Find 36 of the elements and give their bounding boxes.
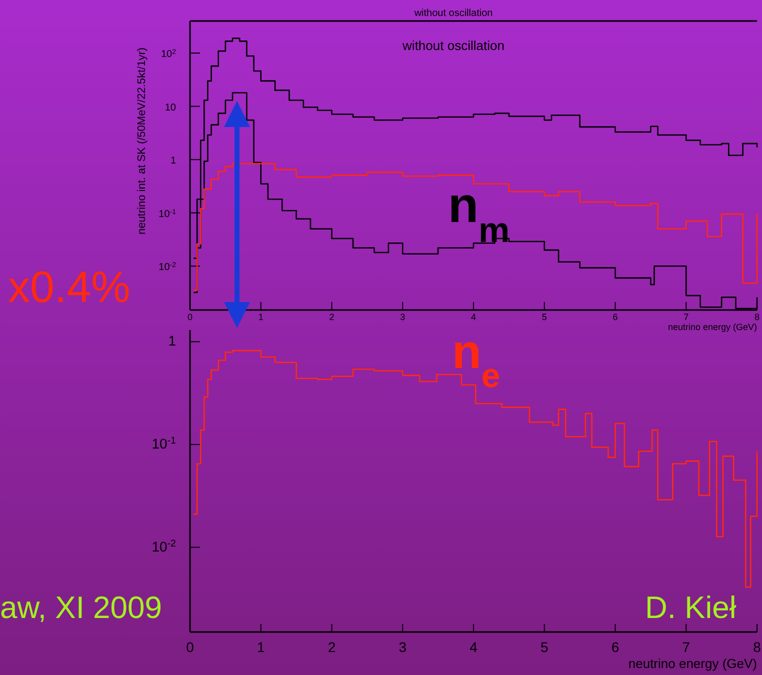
x-tick-label: 7 bbox=[684, 312, 689, 322]
x-tick-label: 7 bbox=[682, 639, 690, 655]
x-tick-label: 4 bbox=[470, 639, 478, 655]
y-tick-label: 10 bbox=[164, 102, 176, 114]
x-tick-label: 1 bbox=[258, 312, 264, 322]
x-tick-label: 3 bbox=[400, 312, 406, 322]
y-tick-label: 10$^{2}$ bbox=[160, 48, 176, 60]
text: aw, XI 2009 bbox=[0, 590, 162, 625]
text: without oscillation bbox=[402, 38, 504, 53]
x-tick-label: 1 bbox=[256, 639, 265, 655]
y-tick-label: 10$^{-2}$ bbox=[158, 262, 176, 274]
x-tick-label: 6 bbox=[611, 639, 620, 655]
x-tick-label: 8 bbox=[753, 639, 762, 655]
x-tick-label: 0 bbox=[187, 312, 193, 322]
annotation: n$_{m}$ bbox=[448, 177, 510, 250]
x-tick-label: 5 bbox=[540, 639, 548, 655]
x-tick-label: 2 bbox=[328, 639, 336, 655]
x-axis-title: neutrino energy (GeV) bbox=[628, 656, 757, 671]
x-tick-label: 3 bbox=[398, 639, 407, 655]
y-tick-label: 10$^{-1}$ bbox=[152, 435, 176, 452]
x-tick-label: 5 bbox=[542, 312, 547, 322]
y-tick-label: 1 bbox=[170, 156, 176, 167]
x-tick-label: 2 bbox=[329, 312, 334, 322]
y-tick-label: 1 bbox=[168, 332, 176, 349]
text: x0.4% bbox=[8, 263, 130, 312]
x-tick-label: 6 bbox=[612, 312, 618, 322]
x-tick-label: 4 bbox=[470, 312, 476, 322]
annotation: n$_{e}$ bbox=[452, 326, 500, 394]
x-tick-label: 8 bbox=[754, 312, 760, 322]
x-axis-title: neutrino energy (GeV) bbox=[668, 322, 757, 332]
annotation: D. Kieł bbox=[645, 590, 736, 625]
y-tick-label: 10$^{-1}$ bbox=[158, 208, 176, 220]
chart-title: without oscillation bbox=[413, 8, 493, 19]
y-tick-label: 10$^{-2}$ bbox=[152, 538, 176, 554]
x-tick-label: 0 bbox=[186, 639, 194, 655]
y-axis-title: neutrino int. at SK (/50MeV/22.5kt/1yr) bbox=[136, 47, 148, 235]
